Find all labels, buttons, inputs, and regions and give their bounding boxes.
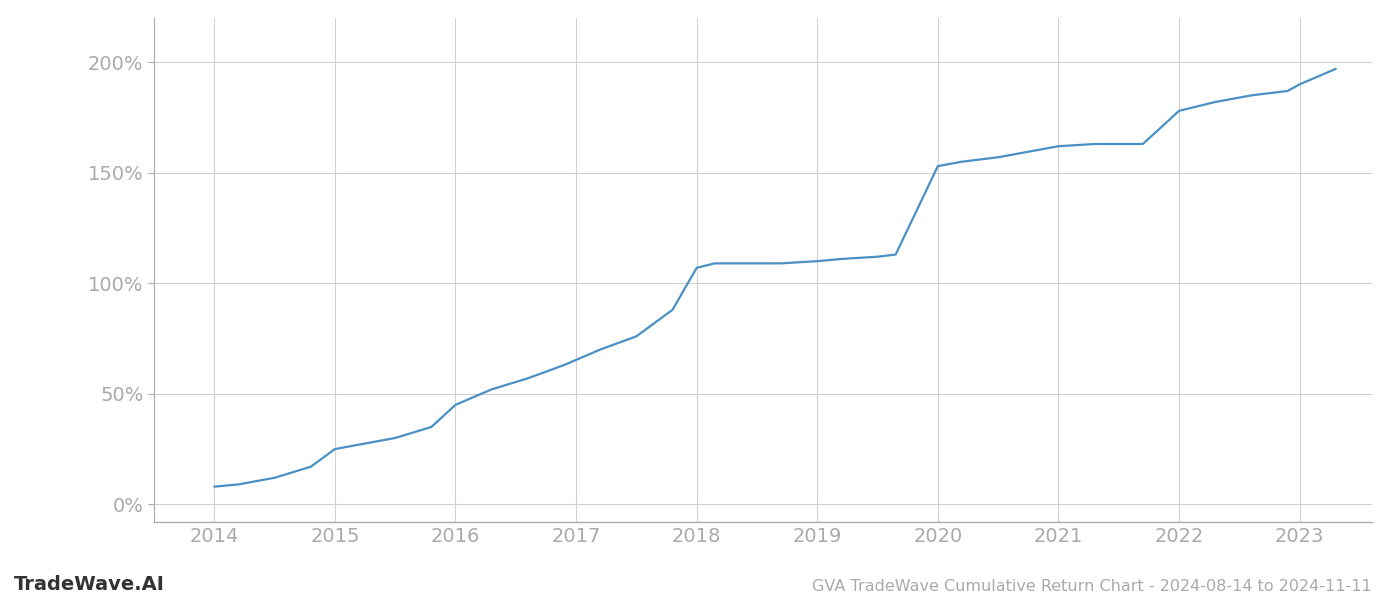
Text: TradeWave.AI: TradeWave.AI: [14, 575, 165, 594]
Text: GVA TradeWave Cumulative Return Chart - 2024-08-14 to 2024-11-11: GVA TradeWave Cumulative Return Chart - …: [812, 579, 1372, 594]
